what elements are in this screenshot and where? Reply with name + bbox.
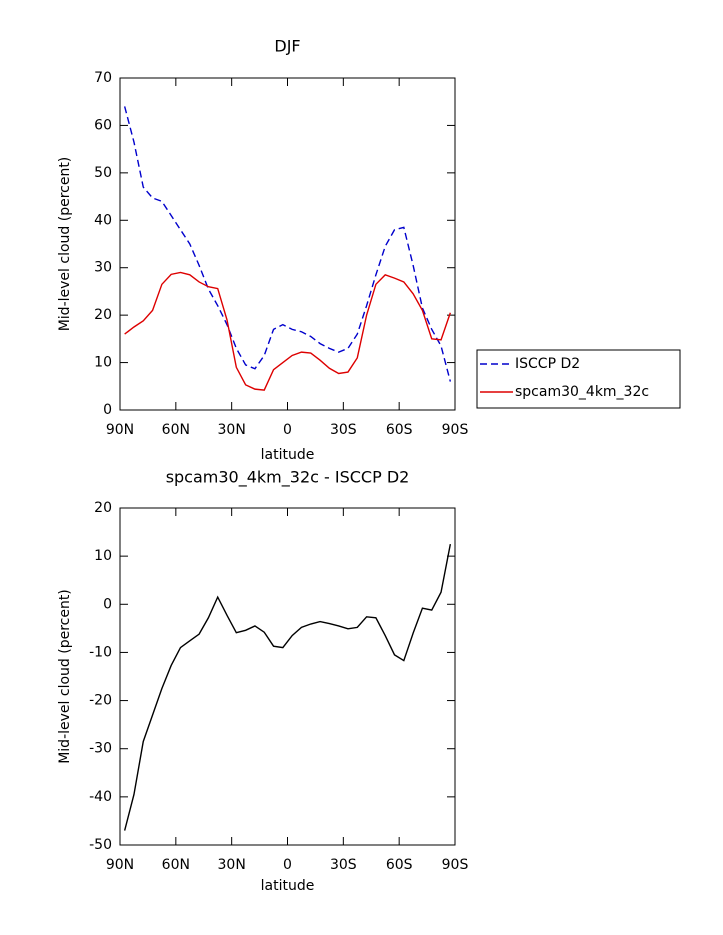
y-axis-label: Mid-level cloud (percent) — [57, 157, 73, 332]
x-tick-label: 30N — [218, 857, 246, 873]
y-tick-label: 10 — [94, 355, 112, 371]
x-tick-label: 0 — [283, 857, 292, 873]
y-tick-label: 0 — [103, 402, 112, 418]
x-tick-label: 90N — [106, 422, 134, 438]
legend-label: ISCCP D2 — [515, 356, 580, 372]
y-tick-label: 10 — [94, 548, 112, 564]
y-tick-label: 50 — [94, 165, 112, 181]
y-tick-label: 0 — [103, 596, 112, 612]
x-tick-label: 30S — [330, 857, 357, 873]
x-tick-label: 0 — [283, 422, 292, 438]
x-axis-label: latitude — [261, 447, 315, 463]
plot-frame — [119, 77, 456, 411]
series-line — [123, 106, 452, 382]
x-tick-label: 90S — [442, 422, 469, 438]
x-tick-label: 30S — [330, 422, 357, 438]
plot-frame — [119, 507, 456, 846]
y-tick-label: -20 — [89, 693, 112, 709]
y-tick-label: 70 — [94, 70, 112, 86]
series-line — [123, 543, 452, 831]
x-tick-label: 90N — [106, 857, 134, 873]
y-tick-label: 20 — [94, 307, 112, 323]
y-tick-label: 40 — [94, 212, 112, 228]
x-tick-label: 60N — [162, 422, 190, 438]
x-tick-label: 60S — [386, 422, 413, 438]
x-tick-label: 30N — [218, 422, 246, 438]
legend-label: spcam30_4km_32c — [515, 384, 649, 400]
legend-box — [476, 349, 681, 409]
series-line — [124, 271, 452, 391]
y-tick-label: 60 — [94, 117, 112, 133]
y-tick-label: -50 — [89, 837, 112, 853]
x-tick-label: 90S — [442, 857, 469, 873]
y-axis-label: Mid-level cloud (percent) — [57, 589, 73, 764]
chart-title: DJF — [274, 37, 300, 56]
y-tick-label: -30 — [89, 741, 112, 757]
y-tick-label: 20 — [94, 500, 112, 516]
chart-title: spcam30_4km_32c - ISCCP D2 — [166, 468, 410, 488]
x-tick-label: 60N — [162, 857, 190, 873]
y-tick-label: 30 — [94, 260, 112, 276]
y-tick-label: -10 — [89, 644, 112, 660]
y-tick-label: -40 — [89, 789, 112, 805]
x-axis-label: latitude — [261, 878, 315, 894]
x-tick-label: 60S — [386, 857, 413, 873]
